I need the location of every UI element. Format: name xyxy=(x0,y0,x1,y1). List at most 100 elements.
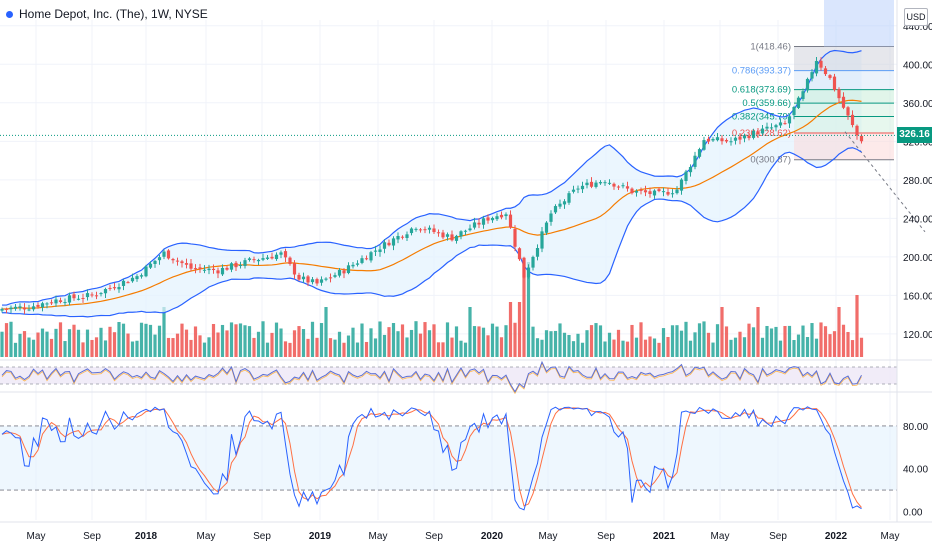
volume-bar xyxy=(823,326,828,357)
candle-body xyxy=(202,269,207,271)
candle-body xyxy=(418,229,423,231)
candle-body xyxy=(837,89,841,99)
volume-bar xyxy=(382,334,387,357)
volume-bar xyxy=(144,323,148,357)
stochastic-panel: 0.00 40.00 80.00 xyxy=(0,406,928,518)
candle-body xyxy=(369,252,373,261)
volume-bar xyxy=(166,337,171,357)
candle-body xyxy=(670,193,675,195)
candle-body xyxy=(99,293,103,295)
volume-bar xyxy=(319,323,324,357)
symbol-title-text: Home Depot, Inc. (The), 1W, NYSE xyxy=(19,7,208,21)
volume-bar xyxy=(693,332,697,357)
volume-bar xyxy=(261,321,265,357)
volume-bar xyxy=(418,333,423,357)
status-dot-icon xyxy=(6,11,13,19)
time-tick-label: Sep xyxy=(425,531,443,542)
candle-body xyxy=(558,203,562,207)
candle-body xyxy=(292,263,297,275)
candle-body xyxy=(94,295,99,297)
candle-body xyxy=(283,251,288,258)
volume-bar xyxy=(94,337,99,357)
candle-body xyxy=(135,276,139,280)
candle-body xyxy=(414,228,418,230)
volume-bar xyxy=(184,329,189,357)
candle-body xyxy=(567,193,571,203)
volume-bar xyxy=(630,324,634,357)
candle-body xyxy=(787,116,792,124)
symbol-title: Home Depot, Inc. (The), 1W, NYSE xyxy=(6,7,208,21)
volume-bar xyxy=(486,335,490,357)
volume-bar xyxy=(445,322,450,357)
volume-bar xyxy=(801,325,805,357)
candle-body xyxy=(355,263,360,265)
candle-body xyxy=(360,258,364,263)
currency-button[interactable]: USD xyxy=(904,8,928,26)
volume-bar xyxy=(774,326,778,357)
volume-bar xyxy=(288,342,292,357)
fib-level-label: 0.618(373.69) xyxy=(732,85,791,96)
candle-body xyxy=(256,259,261,262)
bollinger-fill xyxy=(2,50,862,317)
candle-body xyxy=(517,248,522,260)
volume-bar xyxy=(810,323,814,357)
volume-bar xyxy=(265,342,270,357)
volume-bar xyxy=(841,324,846,357)
candle-body xyxy=(603,182,607,184)
volume-bar xyxy=(27,337,31,357)
volume-bar xyxy=(49,338,54,357)
volume-bar xyxy=(54,328,58,357)
candle-body xyxy=(58,300,63,303)
bollinger-basis xyxy=(1,99,862,310)
volume-bar xyxy=(522,262,526,357)
candle-body xyxy=(22,307,27,310)
candle-body xyxy=(180,261,184,264)
volume-bar xyxy=(747,323,751,357)
candle-body xyxy=(616,186,621,188)
candle-body xyxy=(855,125,859,136)
fib-zone xyxy=(794,116,894,134)
volume-bar xyxy=(414,321,418,357)
time-tick-label: May xyxy=(711,531,730,542)
candle-body xyxy=(652,190,657,196)
volume-bar xyxy=(508,302,513,357)
time-tick-label: 2022 xyxy=(825,531,848,542)
volume-bar xyxy=(639,322,643,357)
volume-bar xyxy=(63,341,67,357)
candle-body xyxy=(139,275,144,277)
candle-body xyxy=(27,309,31,311)
price-tick-label: 240.00 xyxy=(903,214,932,225)
candle-body xyxy=(634,190,639,193)
volume-bar xyxy=(130,341,135,357)
candle-body xyxy=(382,242,387,249)
candle-body xyxy=(684,171,688,181)
volume-bar xyxy=(324,307,328,357)
volume-bar xyxy=(333,339,337,357)
volume-bar xyxy=(463,342,468,357)
volume-bar xyxy=(729,339,733,357)
volume-bar xyxy=(378,321,382,357)
volume-bar xyxy=(126,333,130,357)
candle-body xyxy=(148,263,153,268)
candle-body xyxy=(540,231,544,249)
volume-bar xyxy=(688,340,693,357)
volume-bar xyxy=(198,335,202,357)
volume-bar xyxy=(342,342,346,357)
candle-body xyxy=(126,282,130,284)
candle-body xyxy=(576,188,580,190)
candle-body xyxy=(481,218,486,225)
volume-bar xyxy=(792,340,796,357)
volume-bar xyxy=(495,326,499,357)
candle-body xyxy=(571,189,576,192)
volume-bar xyxy=(405,337,409,357)
volume-bar xyxy=(490,323,495,357)
candle-body xyxy=(175,260,180,262)
candle-body xyxy=(589,181,594,187)
volume-bar xyxy=(297,326,301,357)
volume-bar xyxy=(805,337,810,357)
volume-bar xyxy=(0,331,4,357)
candle-body xyxy=(693,155,697,167)
candle-body xyxy=(760,128,765,134)
candle-body xyxy=(306,276,310,283)
